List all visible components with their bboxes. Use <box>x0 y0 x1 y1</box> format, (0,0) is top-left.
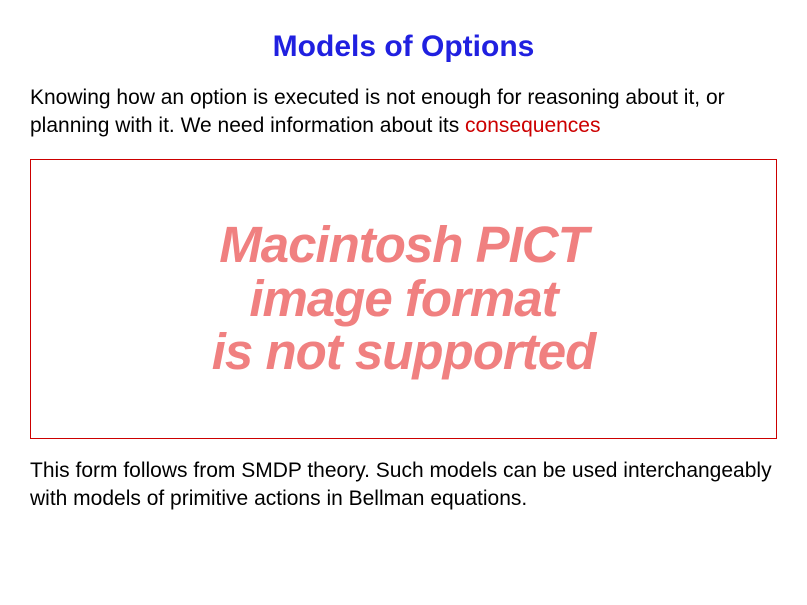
intro-text-before: Knowing how an option is executed is not… <box>30 86 725 137</box>
intro-highlight: consequences <box>465 114 600 137</box>
slide-title: Models of Options <box>0 0 807 84</box>
intro-paragraph: Knowing how an option is executed is not… <box>0 84 807 141</box>
placeholder-line-2: image format <box>212 272 595 326</box>
placeholder-line-1: Macintosh PICT <box>212 218 595 272</box>
placeholder-message: Macintosh PICT image format is not suppo… <box>212 218 595 379</box>
image-placeholder-box: Macintosh PICT image format is not suppo… <box>30 159 777 439</box>
placeholder-line-3: is not supported <box>212 325 595 379</box>
footer-paragraph: This form follows from SMDP theory. Such… <box>0 453 807 514</box>
